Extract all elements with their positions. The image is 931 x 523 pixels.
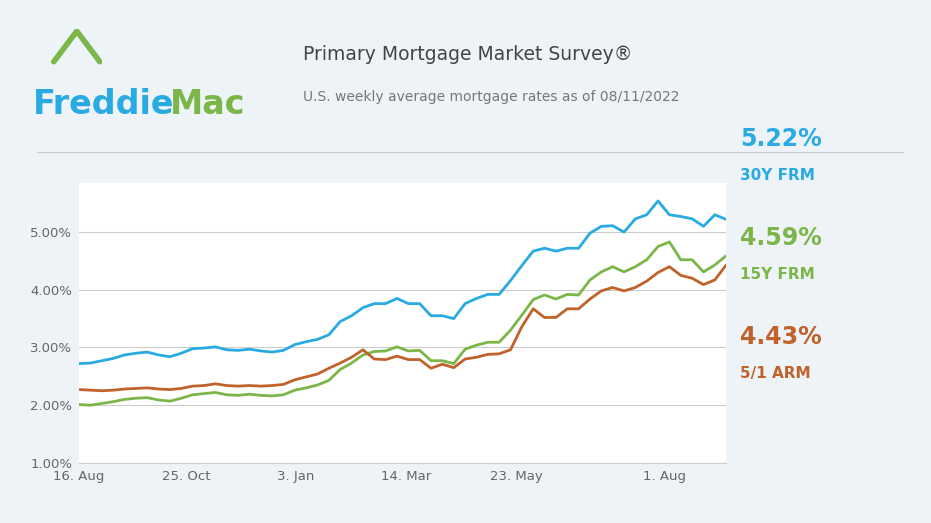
Text: 4.59%: 4.59% <box>740 226 822 250</box>
Text: Primary Mortgage Market Survey®: Primary Mortgage Market Survey® <box>303 46 632 64</box>
Text: U.S. weekly average mortgage rates as of 08/11/2022: U.S. weekly average mortgage rates as of… <box>303 90 679 104</box>
Text: Mac: Mac <box>170 88 246 121</box>
Text: 4.43%: 4.43% <box>740 325 822 349</box>
Text: 5.22%: 5.22% <box>740 127 822 151</box>
Text: 30Y FRM: 30Y FRM <box>740 168 815 183</box>
Text: 5/1 ARM: 5/1 ARM <box>740 367 811 381</box>
Text: 15Y FRM: 15Y FRM <box>740 267 815 282</box>
Text: Freddie: Freddie <box>33 88 174 121</box>
